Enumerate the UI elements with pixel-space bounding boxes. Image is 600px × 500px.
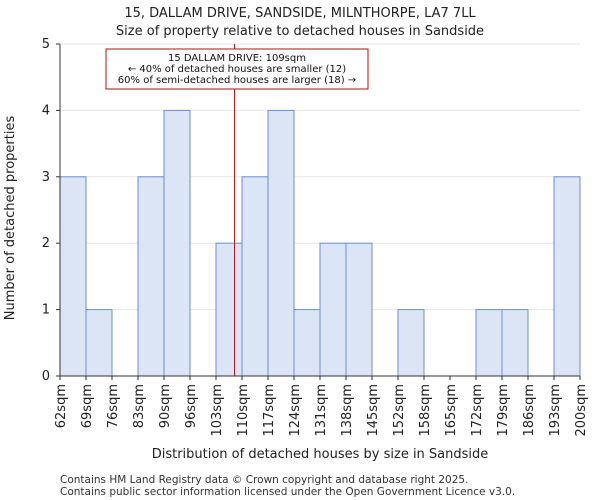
histogram-bar	[85, 309, 113, 377]
annotation-line-1: 15 DALLAM DRIVE: 109sqm	[168, 53, 306, 64]
x-tick-label: 138sqm	[340, 384, 355, 437]
histogram-bar	[59, 176, 87, 377]
histogram-bar	[345, 242, 373, 377]
histogram-bar	[163, 109, 191, 377]
x-tick-label: 62sqm	[54, 384, 69, 428]
histogram-bar	[397, 309, 425, 377]
histogram-bar	[137, 176, 165, 377]
x-tick-label: 193sqm	[548, 384, 563, 437]
x-axis-label: Distribution of detached houses by size …	[152, 447, 489, 462]
x-tick-label: 69sqm	[80, 384, 95, 428]
y-tick-labels: 0 1 2 3 4 5	[42, 37, 50, 384]
histogram-bar	[293, 309, 321, 377]
histogram-bar	[267, 109, 295, 377]
x-tick-label: 158sqm	[418, 384, 433, 437]
x-tick-label: 145sqm	[366, 384, 381, 437]
x-tick-label: 124sqm	[288, 384, 303, 437]
annotation-line-2: ← 40% of detached houses are smaller (12…	[128, 64, 346, 75]
x-tick-label: 131sqm	[314, 384, 329, 437]
x-tick-label: 96sqm	[184, 384, 199, 428]
y-tick-label: 2	[42, 236, 50, 251]
histogram-bar	[501, 309, 529, 377]
y-tick-label: 4	[42, 103, 50, 118]
histogram-bar	[241, 176, 269, 377]
axes	[56, 43, 581, 380]
x-tick-label: 110sqm	[236, 384, 251, 437]
x-tick-label: 165sqm	[444, 384, 459, 437]
x-tick-label: 172sqm	[470, 384, 485, 437]
footer-line-2: Contains public sector information licen…	[60, 486, 515, 498]
footer-line-1: Contains HM Land Registry data © Crown c…	[60, 474, 468, 486]
y-tick-label: 3	[42, 170, 50, 185]
x-tick-label: 186sqm	[522, 384, 537, 437]
x-tick-label: 90sqm	[158, 384, 173, 428]
annotation-box: 15 DALLAM DRIVE: 109sqm ← 40% of detache…	[105, 48, 369, 90]
y-axis-label: Number of detached properties	[3, 116, 18, 321]
x-tick-label: 152sqm	[392, 384, 407, 437]
x-tick-label: 117sqm	[262, 384, 277, 437]
x-tick-label: 76sqm	[106, 384, 121, 428]
x-tick-label: 179sqm	[496, 384, 511, 437]
y-tick-label: 1	[42, 303, 50, 318]
x-tick-labels: 62sqm 69sqm 76sqm 83sqm 90sqm 96sqm 103sqm 110s…	[54, 384, 589, 437]
x-tick-label: 103sqm	[210, 384, 225, 437]
histogram-bar	[215, 242, 243, 377]
chart-title-line1: 15, DALLAM DRIVE, SANDSIDE, MILNTHORPE, …	[124, 6, 476, 21]
y-tick-label: 0	[42, 369, 50, 384]
histogram-bar	[319, 242, 347, 377]
annotation-line-3: 60% of semi-detached houses are larger (…	[118, 75, 356, 86]
histogram-bar	[475, 309, 503, 377]
y-tick-label: 5	[42, 37, 50, 52]
histogram-bar	[553, 176, 581, 377]
bars	[59, 109, 581, 377]
chart-title-line2: Size of property relative to detached ho…	[116, 24, 484, 39]
x-tick-label: 83sqm	[132, 384, 147, 428]
x-tick-label: 200sqm	[574, 384, 589, 437]
